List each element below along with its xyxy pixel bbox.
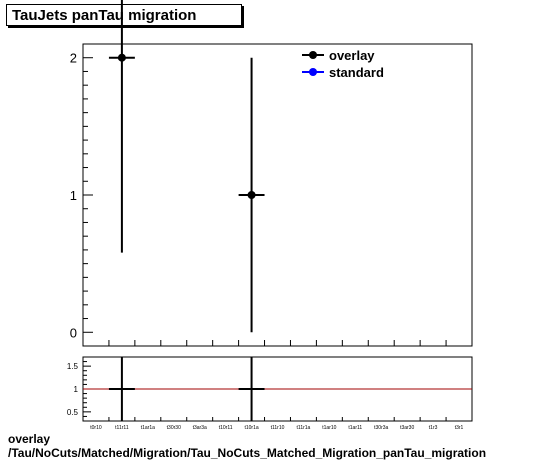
y-tick-label: 0	[70, 325, 77, 340]
legend-marker	[309, 68, 317, 76]
ratio-x-axis: t0r10 t11r11 t1ar1a t30r30 t3ar3a t10r11 t10r1…	[82, 417, 473, 431]
main-y-axis: 0 1 2	[70, 51, 93, 340]
ratio-y-tick-label: 1	[74, 385, 79, 394]
main-x-axis	[82, 340, 473, 346]
data-point	[247, 191, 256, 199]
y-tick-label: 1	[70, 188, 77, 203]
category-label: t3ar30	[400, 425, 414, 431]
legend-label: overlay	[329, 48, 375, 63]
histogram-path-caption: overlay /Tau/NoCuts/Matched/Migration/Ta…	[8, 432, 486, 460]
category-label: t1ar10	[322, 425, 336, 431]
category-label: t3r1	[455, 425, 464, 431]
plot-title: TauJets panTau migration	[6, 4, 242, 26]
ratio-series	[83, 357, 472, 421]
legend-label: standard	[329, 65, 384, 80]
category-label: t11r10	[271, 425, 285, 431]
category-label: t10r1a	[244, 425, 258, 431]
category-label: t1ar11	[348, 425, 362, 431]
category-label: t30r30	[167, 425, 181, 431]
category-label: t11r11	[115, 425, 129, 431]
ratio-y-tick-label: 0.5	[67, 408, 79, 417]
main-frame-rect	[82, 43, 473, 347]
main-series	[108, 0, 265, 333]
category-label: t30r3a	[374, 425, 388, 431]
category-label: t0r10	[90, 425, 102, 431]
ratio-y-axis: 0.5 1 1.5	[67, 361, 91, 417]
category-label: t11r1a	[297, 425, 311, 431]
category-label: t1r3	[429, 425, 438, 431]
main-plot-frame	[82, 43, 473, 347]
legend: overlay standard	[302, 48, 384, 80]
y-tick-label: 2	[70, 51, 77, 66]
legend-marker	[309, 51, 317, 59]
data-point	[117, 53, 126, 62]
category-label: t10r11	[219, 425, 233, 431]
category-label: t1ar1a	[141, 425, 155, 431]
ratio-y-tick-label: 1.5	[67, 362, 79, 371]
caption-line-2: /Tau/NoCuts/Matched/Migration/Tau_NoCuts…	[8, 446, 487, 460]
caption-line-1: overlay	[8, 432, 51, 446]
category-label: t3ar3a	[193, 425, 207, 431]
